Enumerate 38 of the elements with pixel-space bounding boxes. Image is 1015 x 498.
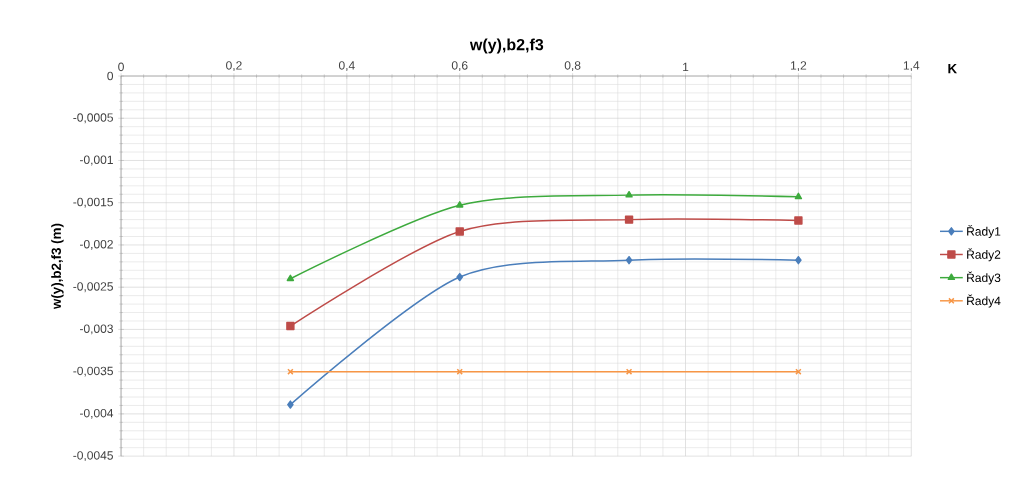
x-tick-label: 0,8 [564,61,581,72]
point [794,192,803,200]
x-tick-label: 0,4 [338,61,355,72]
x-tick-label: 0,6 [451,61,468,72]
x-tick-label: 0 [118,62,124,72]
x-tick-label: 1,4 [903,61,920,72]
y-tick-label: -0,001 [80,155,113,166]
y-tick-label: -0,0035 [73,366,113,377]
y-tick-label: -0,0045 [73,451,113,462]
point [794,216,803,225]
y-axis-title: w(y),b2,f3 (m) [51,223,64,310]
y-tick-label: -0,0025 [73,282,113,293]
chart-title: w(y),b2,f3 [469,38,544,54]
x-axis-title: K [948,64,958,74]
y-tick-label: -0,0015 [73,197,113,208]
point [624,215,634,224]
legend-label: Řady3 [967,271,1001,285]
legend-label: Řady2 [967,248,1001,262]
point [287,400,294,409]
legend-label: Řady4 [967,294,1001,308]
point [456,272,464,282]
y-tick-label: -0,002 [80,239,113,250]
x-tick-label: 0,2 [226,61,242,72]
point [286,321,295,331]
point [625,190,633,198]
y-tick-label: 0 [107,71,114,81]
point [795,255,802,265]
x-tick-label: 1 [683,62,689,72]
point [625,255,633,265]
point [286,274,295,282]
legend-label: Řady1 [967,225,1001,238]
y-tick-label: -0,004 [80,408,114,419]
x-tick-label: 1,2 [790,61,807,72]
point [455,200,464,208]
y-tick-label: -0,003 [80,324,113,335]
point [455,227,464,236]
y-tick-label: -0,0005 [73,113,113,124]
point [625,368,633,375]
